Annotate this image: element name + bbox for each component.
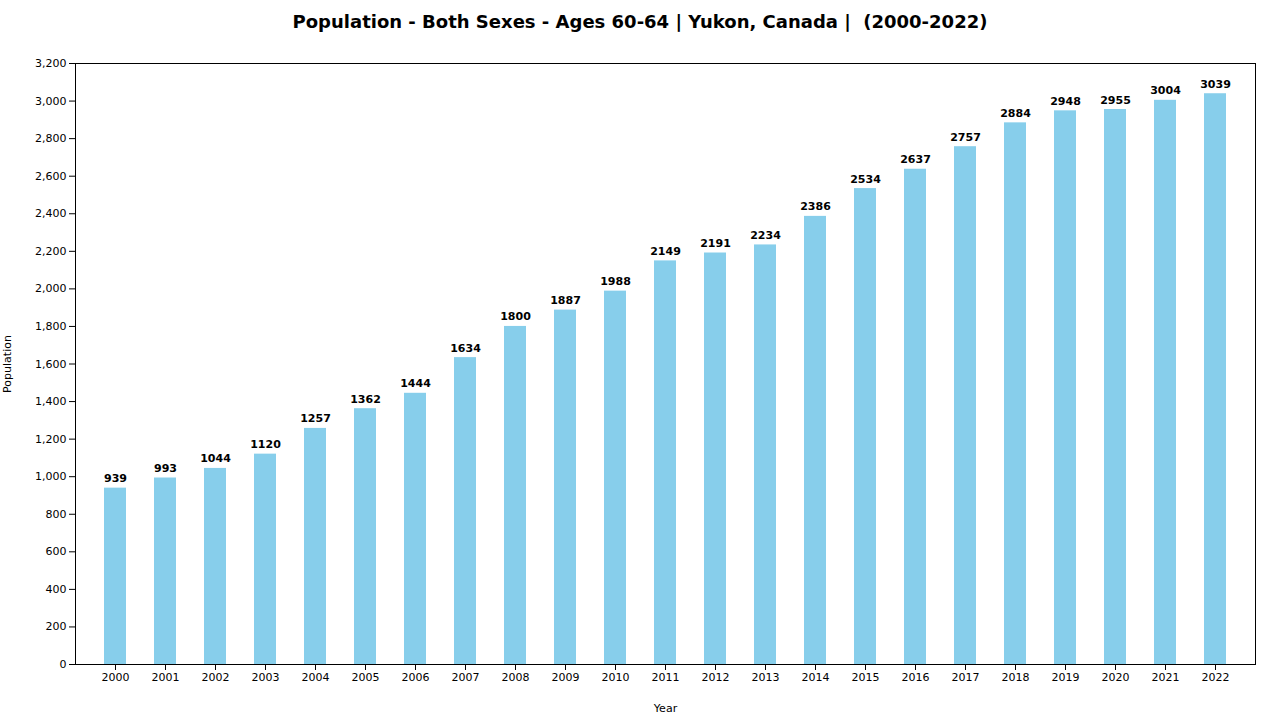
svg-text:2386: 2386 <box>800 200 831 213</box>
svg-text:2011: 2011 <box>652 671 680 684</box>
svg-text:2018: 2018 <box>1002 671 1030 684</box>
svg-text:Year: Year <box>653 702 678 715</box>
svg-text:2009: 2009 <box>552 671 580 684</box>
svg-text:2,000: 2,000 <box>35 282 67 295</box>
svg-text:2,800: 2,800 <box>35 132 67 145</box>
svg-text:2007: 2007 <box>452 671 480 684</box>
svg-text:2008: 2008 <box>502 671 530 684</box>
svg-text:1634: 1634 <box>450 342 481 355</box>
svg-text:2948: 2948 <box>1050 95 1081 108</box>
svg-text:200: 200 <box>46 620 67 633</box>
svg-text:2884: 2884 <box>1000 107 1031 120</box>
svg-text:2022: 2022 <box>1202 671 1230 684</box>
svg-text:1887: 1887 <box>550 294 581 307</box>
svg-text:1044: 1044 <box>200 452 231 465</box>
svg-text:1,600: 1,600 <box>35 358 67 371</box>
svg-text:600: 600 <box>46 545 67 558</box>
svg-text:3,000: 3,000 <box>35 95 67 108</box>
svg-text:2757: 2757 <box>950 131 981 144</box>
svg-text:2016: 2016 <box>902 671 930 684</box>
svg-text:2004: 2004 <box>302 671 330 684</box>
svg-text:2017: 2017 <box>952 671 980 684</box>
svg-text:2637: 2637 <box>900 153 931 166</box>
svg-text:1120: 1120 <box>250 438 281 451</box>
svg-text:2534: 2534 <box>850 173 881 186</box>
svg-text:2010: 2010 <box>602 671 630 684</box>
svg-text:2149: 2149 <box>650 245 681 258</box>
svg-text:2001: 2001 <box>152 671 180 684</box>
svg-text:1800: 1800 <box>500 310 531 323</box>
svg-text:400: 400 <box>46 583 67 596</box>
svg-text:2015: 2015 <box>852 671 880 684</box>
svg-text:0: 0 <box>60 658 67 671</box>
svg-text:1,200: 1,200 <box>35 433 67 446</box>
svg-text:1362: 1362 <box>350 393 381 406</box>
svg-text:2955: 2955 <box>1100 94 1131 107</box>
svg-text:Population: Population <box>1 335 14 393</box>
svg-text:2005: 2005 <box>352 671 380 684</box>
svg-text:2002: 2002 <box>202 671 230 684</box>
svg-text:3004: 3004 <box>1150 84 1181 97</box>
svg-text:2,600: 2,600 <box>35 170 67 183</box>
svg-text:2021: 2021 <box>1152 671 1180 684</box>
svg-text:1257: 1257 <box>300 412 331 425</box>
svg-text:2020: 2020 <box>1102 671 1130 684</box>
svg-text:2013: 2013 <box>752 671 780 684</box>
html-text:Population - Both Sexes - Ages: Population - Both Sexes - Ages 60-64 | Y… <box>292 11 988 32</box>
svg-text:1444: 1444 <box>400 377 431 390</box>
svg-text:2012: 2012 <box>702 671 730 684</box>
svg-text:2003: 2003 <box>252 671 280 684</box>
svg-text:2006: 2006 <box>402 671 430 684</box>
svg-text:939: 939 <box>104 472 127 485</box>
svg-text:2000: 2000 <box>102 671 130 684</box>
svg-text:2014: 2014 <box>802 671 830 684</box>
svg-text:2234: 2234 <box>750 229 781 242</box>
svg-text:1,800: 1,800 <box>35 320 67 333</box>
svg-text:993: 993 <box>154 462 177 475</box>
svg-text:800: 800 <box>46 508 67 521</box>
svg-text:2191: 2191 <box>700 237 731 250</box>
svg-text:2019: 2019 <box>1052 671 1080 684</box>
svg-text:2,200: 2,200 <box>35 245 67 258</box>
svg-text:2,400: 2,400 <box>35 207 67 220</box>
svg-text:1,400: 1,400 <box>35 395 67 408</box>
svg-text:1988: 1988 <box>600 275 631 288</box>
svg-text:1,000: 1,000 <box>35 470 67 483</box>
svg-text:3,200: 3,200 <box>35 57 67 70</box>
svg-text:3039: 3039 <box>1200 78 1231 91</box>
